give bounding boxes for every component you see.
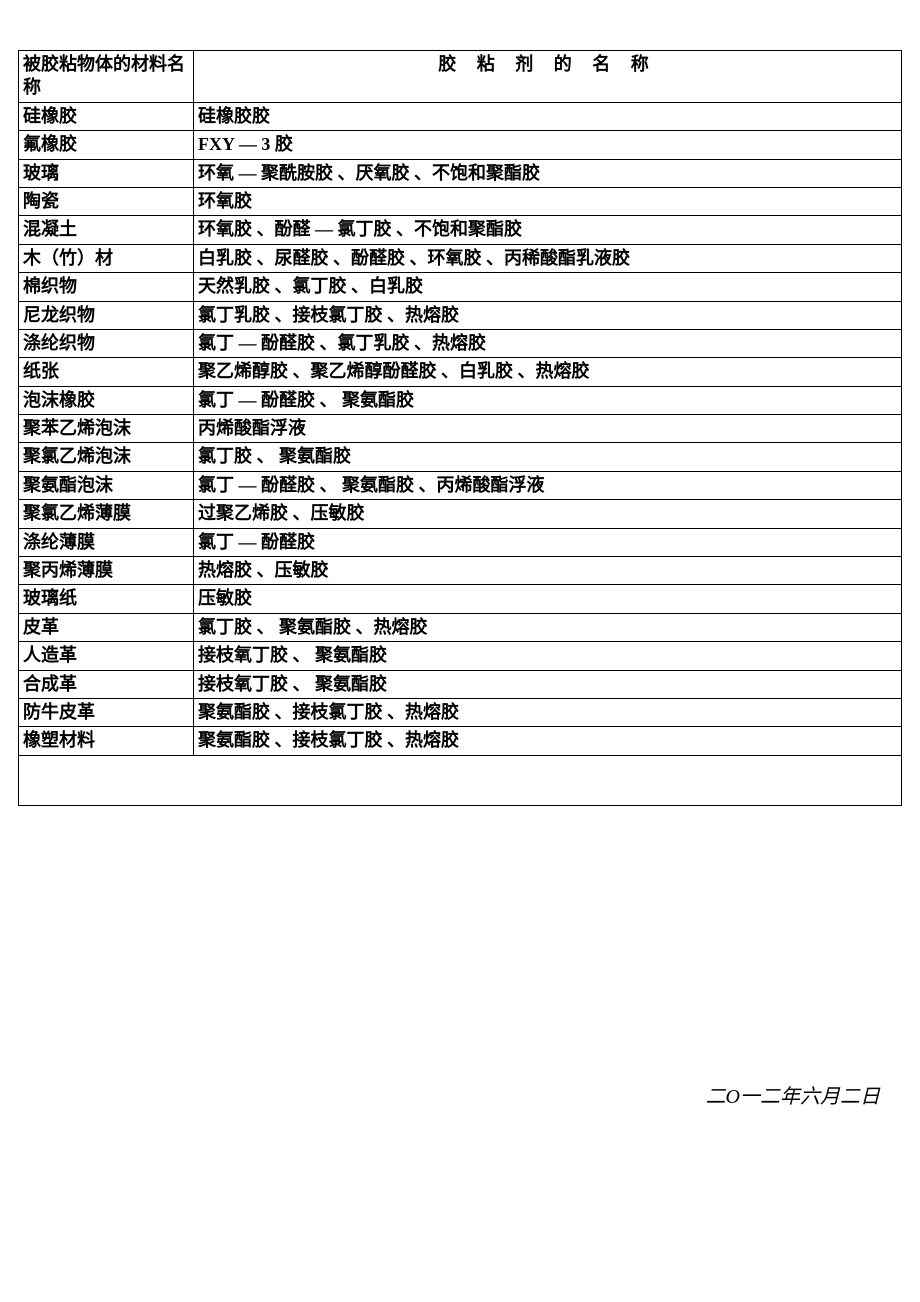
table-row: 防牛皮革聚氨酯胶 、接枝氯丁胶 、热熔胶 (19, 698, 902, 726)
cell-adhesive: 热熔胶 、压敏胶 (194, 557, 902, 585)
cell-adhesive: 氯丁胶 、 聚氨酯胶 、热熔胶 (194, 613, 902, 641)
cell-material: 防牛皮革 (19, 698, 194, 726)
cell-adhesive: 环氧胶 、酚醛 — 氯丁胶 、不饱和聚酯胶 (194, 216, 902, 244)
table-row: 聚氯乙烯薄膜过聚乙烯胶 、压敏胶 (19, 500, 902, 528)
cell-material: 聚氯乙烯泡沫 (19, 443, 194, 471)
table-row: 聚氯乙烯泡沫氯丁胶 、 聚氨酯胶 (19, 443, 902, 471)
cell-adhesive: FXY — 3 胶 (194, 131, 902, 159)
table-row: 陶瓷环氧胶 (19, 187, 902, 215)
table-row: 纸张聚乙烯醇胶 、聚乙烯醇酚醛胶 、白乳胶 、热熔胶 (19, 358, 902, 386)
table-row: 泡沫橡胶氯丁 — 酚醛胶 、 聚氨酯胶 (19, 386, 902, 414)
cell-adhesive: 天然乳胶 、氯丁胶 、白乳胶 (194, 273, 902, 301)
cell-material: 人造革 (19, 642, 194, 670)
cell-adhesive: 氯丁乳胶 、接枝氯丁胶 、热熔胶 (194, 301, 902, 329)
table-row: 玻璃环氧 — 聚酰胺胶 、厌氧胶 、不饱和聚酯胶 (19, 159, 902, 187)
cell-adhesive: 过聚乙烯胶 、压敏胶 (194, 500, 902, 528)
table-row: 人造革接枝氧丁胶 、 聚氨酯胶 (19, 642, 902, 670)
table-row: 合成革接枝氧丁胶 、 聚氨酯胶 (19, 670, 902, 698)
table-empty-row (19, 755, 902, 805)
cell-material: 混凝土 (19, 216, 194, 244)
cell-material: 玻璃纸 (19, 585, 194, 613)
cell-adhesive: 环氧 — 聚酰胺胶 、厌氧胶 、不饱和聚酯胶 (194, 159, 902, 187)
cell-adhesive: 硅橡胶胶 (194, 102, 902, 130)
table-row: 木（竹）材白乳胶 、尿醛胶 、酚醛胶 、环氧胶 、丙稀酸酯乳液胶 (19, 244, 902, 272)
cell-adhesive: 氯丁胶 、 聚氨酯胶 (194, 443, 902, 471)
adhesive-table: 被胶粘物体的材料名称 胶 粘 剂 的 名 称 硅橡胶硅橡胶胶氟橡胶FXY — 3… (18, 50, 902, 806)
table-body: 硅橡胶硅橡胶胶氟橡胶FXY — 3 胶玻璃环氧 — 聚酰胺胶 、厌氧胶 、不饱和… (19, 102, 902, 805)
cell-adhesive: 丙烯酸酯浮液 (194, 415, 902, 443)
cell-adhesive: 接枝氧丁胶 、 聚氨酯胶 (194, 642, 902, 670)
cell-material: 泡沫橡胶 (19, 386, 194, 414)
cell-material: 聚苯乙烯泡沫 (19, 415, 194, 443)
table-header-row: 被胶粘物体的材料名称 胶 粘 剂 的 名 称 (19, 51, 902, 103)
cell-material: 皮革 (19, 613, 194, 641)
header-adhesive: 胶 粘 剂 的 名 称 (194, 51, 902, 103)
table-row: 硅橡胶硅橡胶胶 (19, 102, 902, 130)
cell-material: 橡塑材料 (19, 727, 194, 755)
header-material: 被胶粘物体的材料名称 (19, 51, 194, 103)
table-row: 棉织物天然乳胶 、氯丁胶 、白乳胶 (19, 273, 902, 301)
cell-material: 合成革 (19, 670, 194, 698)
table-row: 聚丙烯薄膜热熔胶 、压敏胶 (19, 557, 902, 585)
cell-material: 纸张 (19, 358, 194, 386)
cell-adhesive: 氯丁 — 酚醛胶 、 聚氨酯胶 (194, 386, 902, 414)
cell-adhesive: 聚乙烯醇胶 、聚乙烯醇酚醛胶 、白乳胶 、热熔胶 (194, 358, 902, 386)
empty-cell (19, 755, 902, 805)
cell-material: 聚丙烯薄膜 (19, 557, 194, 585)
table-row: 皮革氯丁胶 、 聚氨酯胶 、热熔胶 (19, 613, 902, 641)
table-row: 聚氨酯泡沫氯丁 — 酚醛胶 、 聚氨酯胶 、丙烯酸酯浮液 (19, 471, 902, 499)
cell-material: 木（竹）材 (19, 244, 194, 272)
cell-adhesive: 氯丁 — 酚醛胶 、氯丁乳胶 、热熔胶 (194, 329, 902, 357)
table-row: 聚苯乙烯泡沫丙烯酸酯浮液 (19, 415, 902, 443)
cell-adhesive: 氯丁 — 酚醛胶 、 聚氨酯胶 、丙烯酸酯浮液 (194, 471, 902, 499)
cell-adhesive: 氯丁 — 酚醛胶 (194, 528, 902, 556)
cell-adhesive: 聚氨酯胶 、接枝氯丁胶 、热熔胶 (194, 727, 902, 755)
cell-material: 氟橡胶 (19, 131, 194, 159)
cell-material: 涤纶织物 (19, 329, 194, 357)
table-row: 玻璃纸压敏胶 (19, 585, 902, 613)
cell-material: 涤纶薄膜 (19, 528, 194, 556)
cell-adhesive: 接枝氧丁胶 、 聚氨酯胶 (194, 670, 902, 698)
cell-material: 棉织物 (19, 273, 194, 301)
table-row: 涤纶薄膜氯丁 — 酚醛胶 (19, 528, 902, 556)
table-row: 氟橡胶FXY — 3 胶 (19, 131, 902, 159)
table-row: 混凝土环氧胶 、酚醛 — 氯丁胶 、不饱和聚酯胶 (19, 216, 902, 244)
document-date: 二O一二年六月二日 (706, 1080, 880, 1109)
cell-material: 尼龙织物 (19, 301, 194, 329)
table-row: 尼龙织物氯丁乳胶 、接枝氯丁胶 、热熔胶 (19, 301, 902, 329)
cell-adhesive: 白乳胶 、尿醛胶 、酚醛胶 、环氧胶 、丙稀酸酯乳液胶 (194, 244, 902, 272)
cell-adhesive: 环氧胶 (194, 187, 902, 215)
table-row: 涤纶织物氯丁 — 酚醛胶 、氯丁乳胶 、热熔胶 (19, 329, 902, 357)
cell-adhesive: 聚氨酯胶 、接枝氯丁胶 、热熔胶 (194, 698, 902, 726)
cell-adhesive: 压敏胶 (194, 585, 902, 613)
table-row: 橡塑材料聚氨酯胶 、接枝氯丁胶 、热熔胶 (19, 727, 902, 755)
cell-material: 硅橡胶 (19, 102, 194, 130)
cell-material: 陶瓷 (19, 187, 194, 215)
cell-material: 聚氯乙烯薄膜 (19, 500, 194, 528)
cell-material: 聚氨酯泡沫 (19, 471, 194, 499)
cell-material: 玻璃 (19, 159, 194, 187)
